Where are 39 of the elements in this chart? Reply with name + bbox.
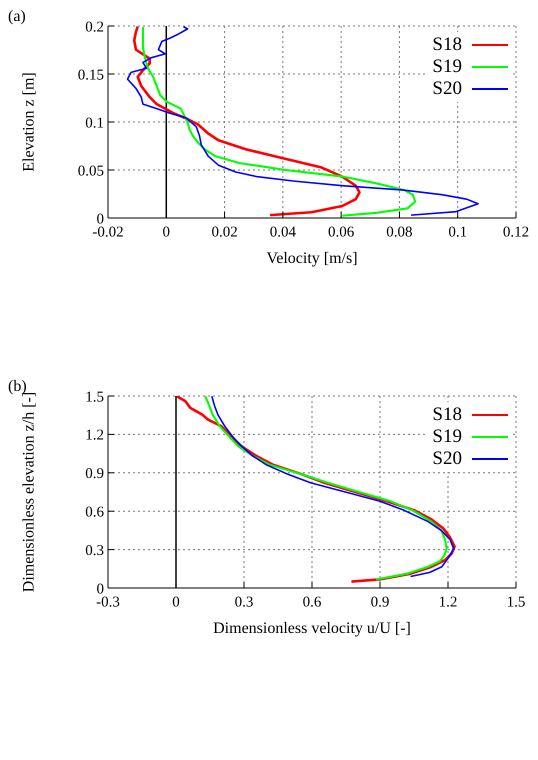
x-tick-label: 0.6 [302, 594, 322, 611]
x-tick-label: 0 [172, 594, 180, 611]
y-tick-label: 1.5 [85, 389, 104, 406]
x-tick-label: 0.08 [386, 224, 413, 241]
line-series [132, 26, 361, 216]
x-tick-label: 0.12 [502, 224, 530, 241]
line-series [142, 26, 416, 217]
y-tick-label: 0.15 [78, 67, 104, 84]
legend-label: S18 [432, 404, 462, 426]
x-tick-label: 0.9 [370, 594, 390, 611]
x-axis-title: Velocity [m/s] [266, 250, 358, 267]
line-series [126, 26, 479, 216]
y-tick-label: 0 [96, 211, 104, 228]
x-tick-label: -0.02 [92, 224, 124, 241]
legend-label: S18 [432, 34, 462, 56]
x-tick-label: 1.5 [506, 594, 526, 611]
y-tick-label: 0.2 [85, 19, 104, 36]
y-tick-label: 0.6 [85, 504, 104, 521]
legend-label: S20 [432, 78, 462, 100]
x-tick-label: 0.02 [211, 224, 238, 241]
legend-label: S19 [432, 426, 462, 448]
x-tick-label: 0.04 [270, 224, 296, 241]
text: (a) [8, 8, 26, 26]
x-tick-label: 0.06 [328, 224, 355, 241]
y-tick-label: 0.9 [85, 466, 104, 482]
y-tick-label: 0 [96, 581, 104, 598]
x-tick-label: 0.1 [448, 224, 468, 241]
legend-label: S20 [432, 448, 462, 470]
y-tick-label: 0.3 [85, 542, 104, 559]
x-tick-label: 0.3 [234, 594, 254, 611]
y-tick-label: 0.05 [78, 163, 104, 180]
x-tick-label: 1.2 [438, 594, 458, 611]
x-axis-title: Dimensionless velocity u/U [-] [213, 620, 411, 637]
y-axis-title: Elevation z [m] [20, 72, 38, 172]
legend-label: S19 [432, 56, 462, 78]
x-tick-label: 0 [162, 224, 170, 241]
y-tick-label: 0.1 [85, 115, 104, 132]
x-tick-label: -0.3 [96, 594, 120, 611]
y-tick-label: 1.2 [85, 428, 104, 444]
